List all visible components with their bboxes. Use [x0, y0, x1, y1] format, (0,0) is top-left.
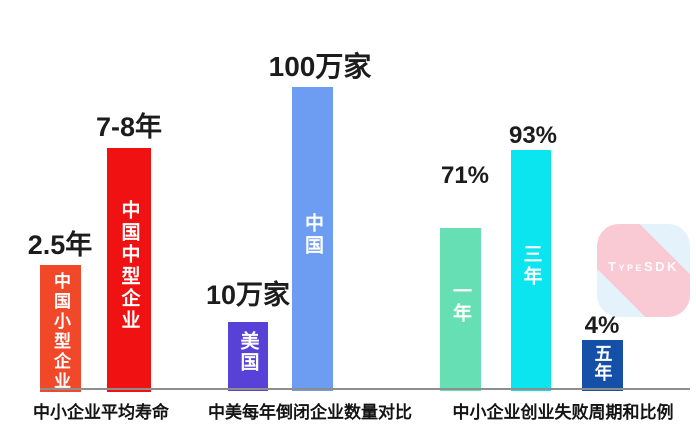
value-label-100k-companies: 10万家	[205, 280, 291, 310]
value-label-7-8-years: 7-8年	[95, 112, 163, 142]
value-label-2-5-years: 2.5年	[27, 230, 93, 260]
x-axis-line	[40, 388, 690, 390]
value-label-1m-companies: 100万家	[268, 51, 372, 82]
typesdk-watermark-badge: TypeSDK	[597, 224, 690, 317]
bar-inner-label-usa: 美国	[237, 331, 259, 373]
bar-inner-label-three-years: 三年	[520, 244, 542, 288]
bar-inner-label-one-year: 一年	[450, 281, 471, 325]
bar-inner-label-five-years: 五年	[592, 344, 613, 382]
value-label-4-percent: 4%	[584, 312, 620, 339]
bar-failure-five-years: 五年	[582, 340, 623, 391]
value-label-93-percent: 93%	[508, 122, 558, 149]
bar-failure-three-years: 三年	[511, 150, 551, 391]
bar-failure-one-year: 一年	[440, 228, 481, 391]
bar-usa-closures: 美国	[228, 322, 268, 391]
bar-inner-label-china: 中国	[302, 213, 323, 257]
typesdk-watermark-text: TypeSDK	[608, 259, 679, 274]
bar-china-closures: 中国	[292, 87, 333, 391]
group-label-closure-comparison: 中美每年倒闭企业数量对比	[208, 403, 412, 422]
group-label-failure-cycle: 中小企业创业失败周期和比例	[452, 403, 674, 422]
value-label-71-percent: 71%	[440, 162, 490, 189]
group-label-average-lifespan: 中小企业平均寿命	[33, 403, 169, 422]
bar-inner-label-china-medium: 中国中型企业	[118, 200, 140, 332]
bar-inner-label-china-small: 中国小型企业	[51, 272, 70, 392]
bar-china-small-enterprises: 中国小型企业	[40, 265, 81, 392]
bar-china-medium-enterprises: 中国中型企业	[107, 148, 151, 392]
